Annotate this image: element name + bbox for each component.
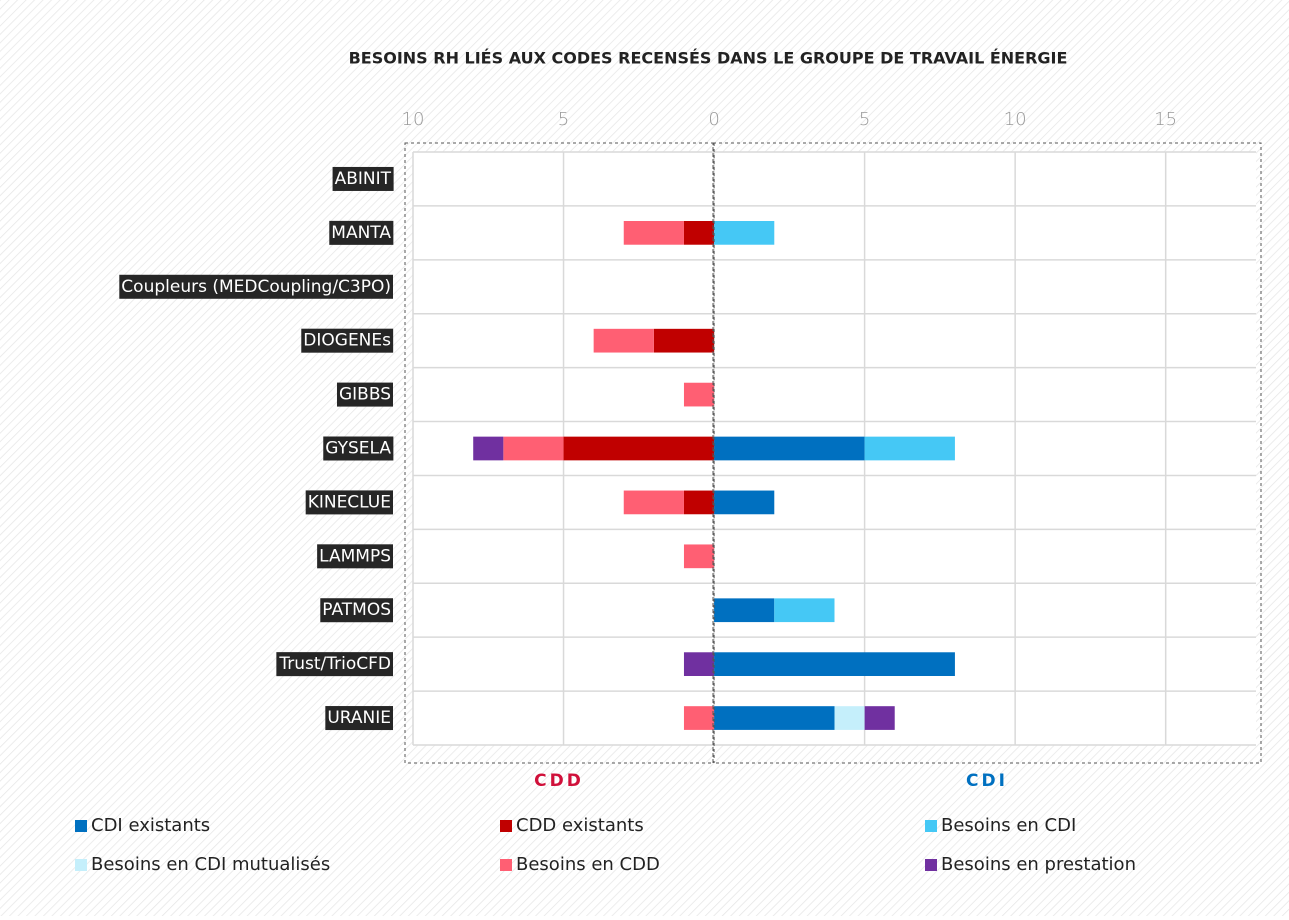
bar-segment [834,706,865,730]
category-label-bg [320,598,393,623]
legend-swatch [925,859,937,871]
x-tick-label: 5 [558,109,569,130]
chart-title: BESOINS RH LIÉS AUX CODES RECENSÉS DANS … [349,49,1068,68]
x-tick-label: 10 [402,109,425,130]
bar-segment [623,490,684,515]
legend-label: Besoins en prestation [941,854,1136,875]
cdi-box [712,142,1262,764]
x-tick-label: 15 [1154,109,1177,130]
category-label: MANTA [331,223,391,243]
category-label: KINECLUE [308,492,391,512]
category-label-bg [119,274,393,299]
legend-swatch [500,820,512,832]
legend-swatch [75,859,87,871]
category-label-bg [329,220,394,245]
category-label: PATMOS [322,600,391,620]
legend-label: CDD existants [516,815,644,836]
bar-segment [683,652,715,676]
legend-label: Besoins en CDI mutualisés [91,854,330,875]
category-label: Trust/TrioCFD [278,654,391,674]
bar-segment [503,436,564,461]
category-label: GIBBS [339,385,391,405]
bar-segment [714,706,835,730]
legend-swatch [75,820,87,832]
bar-segment [683,544,715,569]
category-label: LAMMPS [319,546,391,566]
category-label-bg [332,166,394,191]
category-label-bg [317,544,393,569]
bar-segment [714,221,775,245]
category-label-bg [301,328,394,353]
bar-segment [714,652,955,676]
category-label-bg [276,652,393,677]
bar-segment [774,598,835,623]
bar-segment [473,436,504,461]
category-label: URANIE [327,708,391,728]
bar-segment [683,706,715,730]
category-label-bg [336,382,393,407]
side-label: CDD [534,771,584,791]
labels: ABINIT MANTA Coupleurs (MEDCoupling/C3PO) D… [119,166,394,731]
side-label: CDI [966,771,1008,791]
category-label: DIOGENEs [303,331,391,351]
category-label: GYSELA [325,439,391,459]
grid [412,151,1256,746]
category-label-bg [325,706,393,731]
bar-segment [864,706,895,730]
bar-segment [653,328,715,353]
bar-segment [714,598,775,623]
legend-label: Besoins en CDI [941,815,1076,836]
bar-segment [683,382,715,407]
category-label-bg [323,436,394,461]
legend-label: Besoins en CDD [516,854,660,875]
legend-swatch [925,820,937,832]
bar-segment [563,436,715,461]
category-label: Coupleurs (MEDCoupling/C3PO) [121,277,391,297]
legend-swatch [500,859,512,871]
bar-segment [864,436,955,461]
x-tick-label: 5 [859,109,870,130]
category-label: ABINIT [335,169,392,189]
legend-label: CDI existants [91,815,210,836]
bar-segment [714,490,775,515]
bars [473,221,955,730]
bar-segment [623,221,684,245]
x-tick-label: 10 [1004,109,1027,130]
bar-segment [683,221,715,245]
bar-segment [683,490,715,515]
x-tick-label: 0 [708,109,719,130]
cdd-box [404,142,714,764]
bar-segment [593,328,654,353]
category-label-bg [305,490,393,515]
bar-segment [714,436,865,461]
